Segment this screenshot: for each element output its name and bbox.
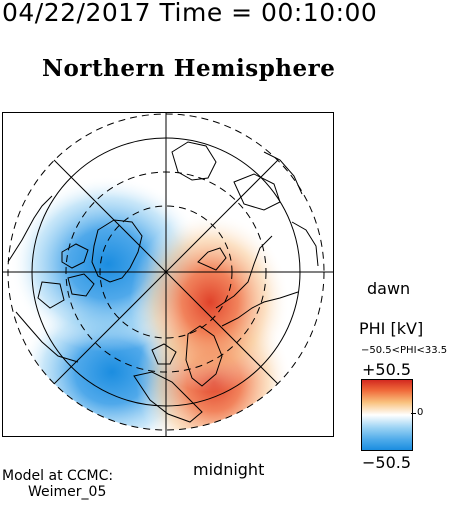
- colorbar-zero-tick: [411, 413, 416, 414]
- colorbar: [361, 379, 413, 451]
- colorbar-zero-label: 0: [417, 407, 424, 418]
- colorbar-min-label: −50.5: [362, 453, 412, 472]
- dawn-cell-core: [130, 212, 290, 392]
- colorbar-range: −50.5<PHI<33.5: [361, 345, 448, 356]
- model-label: Model at CCMC:: [2, 468, 114, 484]
- midnight-label: midnight: [193, 460, 265, 479]
- hemisphere-title: Northern Hemisphere: [42, 55, 336, 82]
- dawn-label: dawn: [367, 279, 411, 298]
- meridian-lines: [2, 112, 333, 437]
- colorbar-max-label: +50.5: [362, 360, 412, 379]
- colorbar-title: PHI [kV]: [359, 319, 424, 338]
- polar-potential-map: [2, 112, 334, 437]
- datetime-title: 04/22/2017 Time = 00:10:00: [2, 0, 378, 27]
- coastlines: [7, 141, 319, 423]
- model-name: Weimer_05: [28, 484, 107, 500]
